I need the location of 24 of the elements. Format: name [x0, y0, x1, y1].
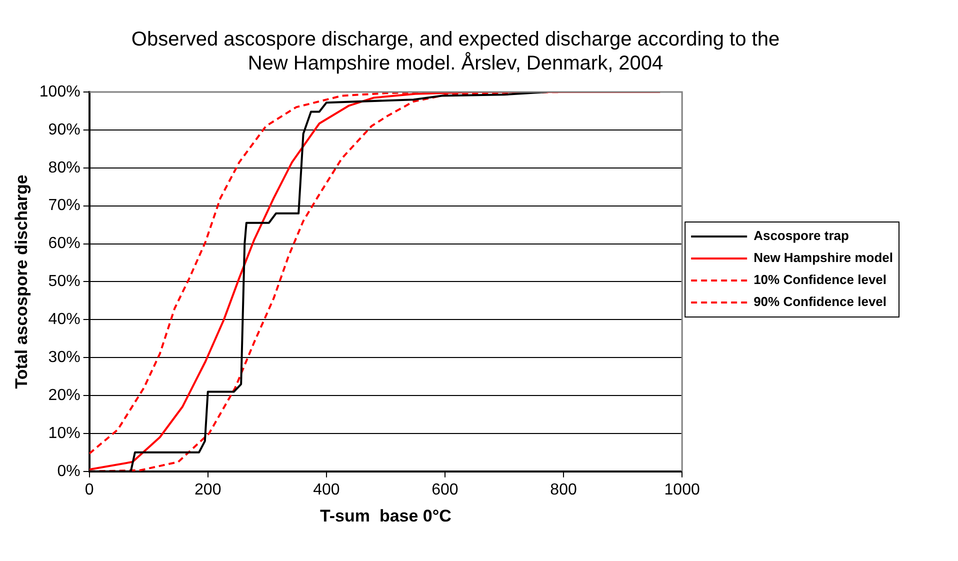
y-tick-label: 90%: [48, 121, 80, 138]
x-tick-label: 400: [313, 481, 340, 498]
x-tick-label: 800: [550, 481, 577, 498]
y-tick-label: 40%: [48, 311, 80, 328]
legend-label: 90% Confidence level: [754, 294, 887, 310]
x-axis-title: T-sum base 0°C: [320, 506, 452, 526]
y-tick-label: 80%: [48, 159, 80, 176]
y-axis-title: Total ascospore discharge: [12, 174, 31, 389]
y-tick-label: 60%: [48, 235, 80, 252]
legend-label: 10% Confidence level: [754, 272, 887, 288]
y-tick-label: 0%: [57, 462, 80, 480]
chart-title: Observed ascospore discharge, and expected discharge according to the New Hampshire model. Årslev, Denmark, 2004: [131, 28, 780, 75]
y-tick-label: 30%: [48, 348, 80, 366]
x-tick-label: 600: [432, 481, 458, 498]
y-tick-label: 100%: [39, 83, 80, 100]
legend-label: New Hampshire model: [754, 250, 894, 266]
y-tick-label: 50%: [48, 273, 80, 290]
y-tick-label: 10%: [48, 424, 80, 442]
x-tick-label: 1000: [664, 481, 700, 498]
y-tick-label: 20%: [48, 386, 80, 404]
x-tick-label: 0: [84, 481, 94, 498]
legend-label: Ascospore trap: [754, 228, 849, 244]
x-tick-label: 200: [194, 481, 222, 498]
y-tick-label: 70%: [48, 197, 80, 214]
